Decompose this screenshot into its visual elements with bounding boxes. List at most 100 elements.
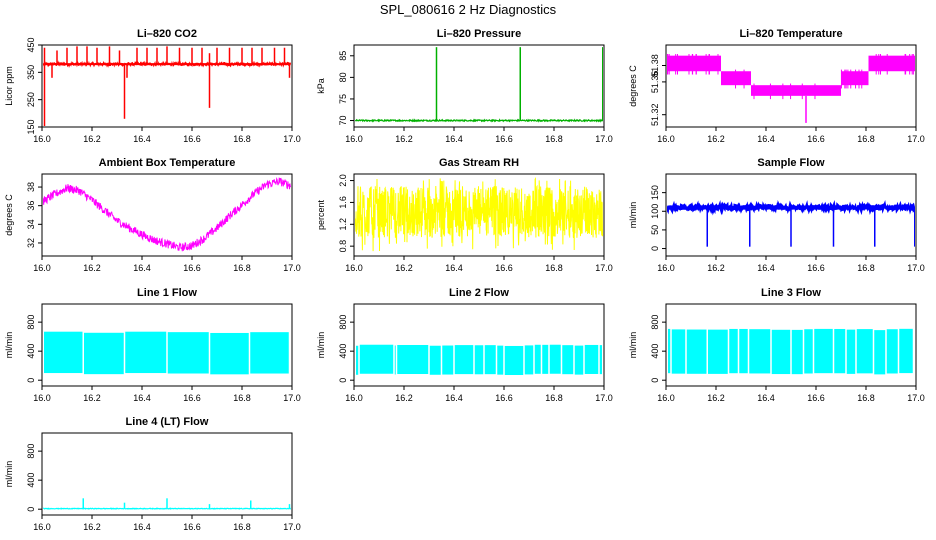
- y-tick-label: 450: [26, 37, 36, 52]
- chart-panel-8: Line 2 Flow ml/min 16.0 16.2 16.4 16.6 16.8 17.…: [316, 287, 613, 403]
- series-band: [397, 344, 429, 375]
- y-axis-label: percent: [316, 199, 326, 230]
- y-axis-label: Licor ppm: [4, 66, 14, 106]
- series-line: [667, 199, 915, 216]
- chart-panel-4: Ambient Box Temperature degrees C 16.0 16.2…: [4, 157, 301, 273]
- chart-title: Line 3 Flow: [761, 287, 821, 299]
- y-tick-label: 400: [338, 344, 348, 359]
- series-band: [574, 345, 584, 375]
- chart-panel-7: Line 1 Flow ml/min 16.0 16.2 16.4 16.6 16.8 17.…: [4, 287, 301, 403]
- x-tick-label: 16.6: [495, 134, 513, 144]
- x-tick-label: 16.0: [657, 393, 675, 403]
- data-layer: [667, 54, 915, 123]
- y-axis-label: degrees C: [4, 194, 14, 236]
- x-tick-label: 17.0: [283, 263, 301, 273]
- chart-title: Li–820 CO2: [137, 28, 197, 40]
- y-tick-label: 400: [650, 344, 660, 359]
- plot-frame: [41, 303, 293, 387]
- x-tick-label: 16.4: [757, 263, 775, 273]
- x-tick-label: 17.0: [283, 522, 301, 532]
- series-band: [856, 329, 873, 374]
- y-tick-label: 1.6: [338, 196, 348, 209]
- chart-title: Line 4 (LT) Flow: [126, 416, 209, 428]
- series-band: [454, 345, 474, 375]
- x-tick-label: 16.8: [545, 263, 563, 273]
- x-tick-label: 16.4: [445, 134, 463, 144]
- data-layer: [667, 199, 915, 247]
- data-layer: [356, 344, 602, 376]
- series-band: [394, 345, 396, 375]
- x-tick-label: 16.6: [183, 263, 201, 273]
- data-layer: [43, 498, 291, 510]
- x-tick-label: 16.8: [233, 134, 251, 144]
- series-band: [814, 328, 833, 374]
- x-tick-label: 16.8: [233, 393, 251, 403]
- y-tick-label: 80: [338, 72, 348, 82]
- x-tick-label: 17.0: [283, 134, 301, 144]
- series-band: [667, 55, 721, 72]
- series-band: [534, 344, 541, 374]
- plot-frame: [353, 44, 605, 128]
- series-band: [791, 329, 803, 375]
- y-tick-label: 0: [338, 378, 348, 383]
- series-band: [899, 328, 913, 374]
- y-tick-label: 250: [26, 92, 36, 107]
- y-axis-label: ml/min: [628, 332, 638, 359]
- y-tick-label: 51.36: [650, 71, 660, 94]
- chart-title: Sample Flow: [757, 157, 825, 169]
- series-band: [549, 344, 561, 374]
- y-axis-label: ml/min: [316, 332, 326, 359]
- plot-frame: [41, 173, 293, 257]
- series-band: [542, 344, 549, 374]
- series-band: [584, 344, 599, 374]
- x-tick-label: 16.2: [83, 522, 101, 532]
- chart-panel-9: Line 3 Flow ml/min 16.0 16.2 16.4 16.6 16.8 17.…: [628, 287, 925, 403]
- x-tick-label: 16.8: [857, 134, 875, 144]
- y-tick-label: 100: [650, 204, 660, 219]
- x-tick-label: 16.6: [183, 522, 201, 532]
- y-tick-label: 800: [650, 315, 660, 330]
- x-tick-label: 17.0: [283, 393, 301, 403]
- x-tick-label: 16.8: [857, 393, 875, 403]
- plot-frame: [665, 44, 917, 128]
- y-tick-label: 75: [338, 94, 348, 104]
- x-tick-label: 16.4: [445, 263, 463, 273]
- series-band: [442, 345, 454, 375]
- y-tick-label: 800: [338, 315, 348, 330]
- y-tick-label: 1.2: [338, 218, 348, 231]
- x-tick-label: 16.0: [345, 393, 363, 403]
- series-band: [751, 85, 841, 96]
- y-tick-label: 0.8: [338, 240, 348, 253]
- x-tick-label: 16.4: [133, 263, 151, 273]
- y-tick-label: 0: [26, 507, 36, 512]
- x-tick-label: 17.0: [907, 134, 925, 144]
- y-tick-label: 150: [650, 185, 660, 200]
- x-tick-label: 16.8: [545, 393, 563, 403]
- series-band: [474, 345, 484, 375]
- data-layer: [43, 176, 291, 252]
- x-tick-label: 16.0: [657, 134, 675, 144]
- chart-title: Li–820 Temperature: [739, 28, 842, 40]
- data-layer: [355, 47, 603, 123]
- chart-panel-6: Sample Flow ml/min 16.0 16.2 16.4 16.6 16.8 17.…: [628, 157, 925, 273]
- x-tick-label: 16.8: [545, 134, 563, 144]
- chart-title: Line 2 Flow: [449, 287, 509, 299]
- x-tick-label: 16.0: [33, 134, 51, 144]
- series-band: [497, 345, 504, 375]
- y-tick-label: 38: [26, 182, 36, 192]
- series-band: [868, 55, 915, 72]
- chart-title: Gas Stream RH: [439, 157, 519, 169]
- series-band: [668, 328, 671, 374]
- series-band: [771, 329, 791, 375]
- chart-title: Line 1 Flow: [137, 287, 197, 299]
- chart-panel-10: Line 4 (LT) Flow ml/min 16.0 16.2 16.4 16.6 16…: [4, 416, 301, 532]
- series-band: [359, 344, 394, 374]
- x-tick-label: 16.0: [33, 522, 51, 532]
- x-tick-label: 17.0: [595, 134, 613, 144]
- chart-panel-5: Gas Stream RH percent 16.0 16.2 16.4 16.6 16.8…: [316, 157, 613, 273]
- y-tick-label: 400: [26, 344, 36, 359]
- figure-title: SPL_080616 2 Hz Diagnostics: [379, 2, 557, 17]
- x-tick-label: 16.2: [395, 263, 413, 273]
- series-band: [484, 345, 496, 375]
